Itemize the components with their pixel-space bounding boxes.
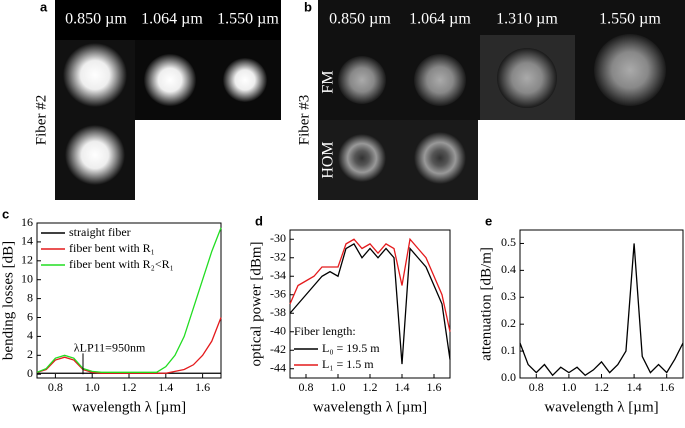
y-tick-label: 12 — [21, 253, 33, 267]
x-tick-label: 1.0 — [561, 380, 576, 394]
y-tick-label: 2 — [27, 347, 33, 361]
x-tick-label: 1.6 — [195, 380, 210, 394]
panel-b: b 0.850 µm 1.064 µm 1.310 µm 1.550 µm FM… — [296, 0, 685, 200]
y-tick-label: -42 — [270, 342, 286, 356]
wavelength-label: 1.064 µm — [409, 11, 471, 28]
y-tick-label: 16 — [21, 215, 33, 229]
y-tick-label: -32 — [270, 250, 286, 264]
wavelength-label: 1.064 µm — [141, 11, 203, 28]
legend-label: fiber bent with R₂<R₁ — [69, 257, 174, 271]
y-tick-label: 8 — [27, 290, 33, 304]
row-label: FM — [320, 70, 337, 93]
y-tick-label: 14 — [21, 234, 33, 248]
x-tick-label: 1.0 — [85, 380, 100, 394]
y-tick-label: 0.4 — [501, 262, 516, 276]
row-label: Fiber #3 — [296, 95, 312, 145]
line-series — [36, 317, 222, 374]
x-tick-label: 1.2 — [363, 380, 378, 394]
x-tick-label: 1.4 — [158, 380, 173, 394]
wavelength-label: 1.550 µm — [599, 11, 661, 28]
y-tick-label: -34 — [270, 268, 286, 282]
y-tick-label: 0 — [27, 366, 33, 380]
y-tick-label: -30 — [270, 231, 286, 245]
x-axis-label: wavelength λ [µm] — [72, 399, 186, 415]
line-series — [289, 237, 451, 332]
y-tick-label: -36 — [270, 287, 286, 301]
wavelength-label: 1.310 µm — [496, 11, 558, 28]
y-tick-label: -38 — [270, 305, 286, 319]
y-tick-label: 6 — [27, 309, 33, 323]
x-tick-label: 1.2 — [122, 380, 137, 394]
row-label: Fiber #2 — [33, 95, 49, 145]
wavelength-label: 0.850 µm — [65, 11, 127, 28]
y-tick-label: 0.2 — [501, 316, 516, 330]
legend-label: straight fiber — [69, 225, 131, 239]
x-tick-label: 0.8 — [48, 380, 63, 394]
annotation: λLP11=950nm — [74, 340, 146, 354]
x-tick-label: 1.6 — [427, 380, 442, 394]
line-series — [519, 243, 684, 377]
x-tick-label: 1.0 — [331, 380, 346, 394]
row-label: HOM — [320, 141, 337, 178]
x-tick-label: 0.8 — [299, 380, 314, 394]
x-axis-label: wavelength λ [µm] — [313, 399, 427, 415]
panel-a: a 0.850 µm 1.064 µm 1.550 µm Fiber #2 — [33, 0, 281, 200]
panel-letter: a — [40, 0, 48, 14]
x-axis-label: wavelength λ [µm] — [544, 399, 658, 415]
y-tick-label: 0.1 — [501, 343, 516, 357]
y-tick-label: 4 — [27, 328, 33, 342]
legend-label: L₀ = 19.5 m — [322, 341, 380, 355]
legend-title: Fiber length: — [294, 324, 356, 338]
x-tick-label: 1.2 — [594, 380, 609, 394]
panel-letter: d — [255, 213, 263, 228]
y-tick-label: 0.0 — [501, 370, 516, 384]
y-tick-label: -40 — [270, 324, 286, 338]
plot-frame — [519, 229, 684, 379]
y-tick-label: 10 — [21, 271, 33, 285]
panel-letter: b — [304, 0, 312, 14]
y-tick-label: -44 — [270, 361, 286, 375]
y-axis-label: optical power [dBm] — [248, 242, 264, 367]
line-series — [36, 227, 222, 373]
x-tick-label: 1.4 — [395, 380, 410, 394]
y-tick-label: 0.5 — [501, 235, 516, 249]
line-series — [289, 242, 451, 365]
x-tick-label: 1.6 — [659, 380, 674, 394]
wavelength-label: 1.550 µm — [217, 11, 279, 28]
wavelength-label: 0.850 µm — [329, 11, 391, 28]
x-tick-label: 1.4 — [627, 380, 642, 394]
y-tick-label: 0.3 — [501, 289, 516, 303]
panel-letter: e — [485, 213, 492, 228]
x-tick-label: 0.8 — [529, 380, 544, 394]
legend-label: fiber bent with R₁ — [69, 241, 155, 255]
panel-letter: c — [2, 206, 9, 221]
y-axis-label: attenuation [dB/m] — [478, 247, 494, 361]
legend-label: L₁ = 1.5 m — [322, 357, 374, 371]
y-axis-label: bending losses [dB] — [0, 241, 16, 360]
